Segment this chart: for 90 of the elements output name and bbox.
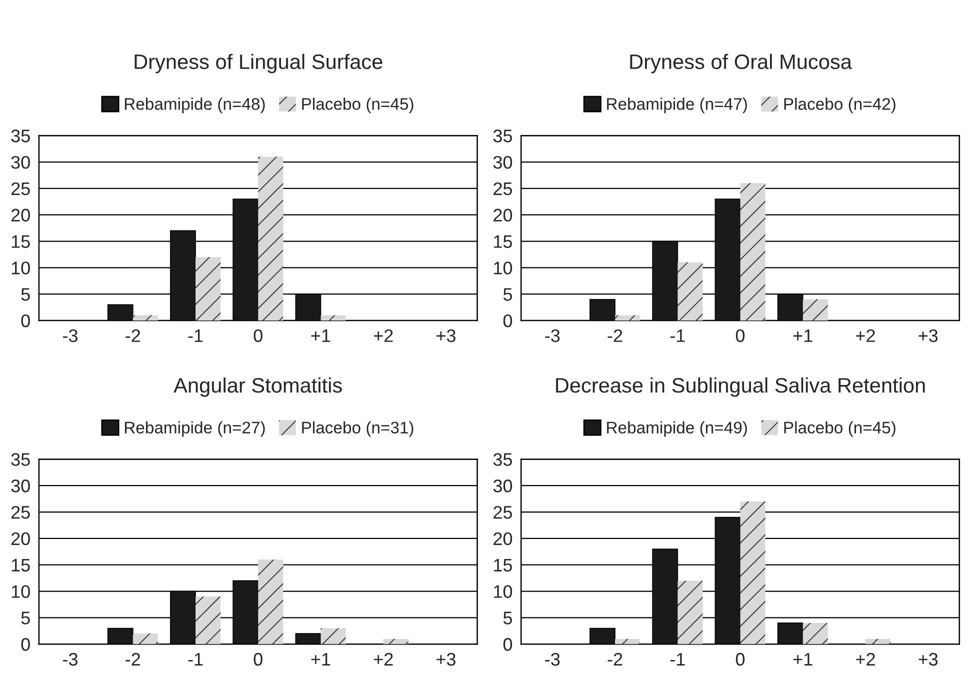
y-tick-label: 30	[11, 480, 30, 492]
x-tick-label: +3	[918, 329, 938, 342]
x-tick-label: -3	[63, 329, 78, 342]
x-tick-label: 0	[254, 652, 262, 666]
legend-label: Rebamipide (n=49)	[607, 421, 747, 437]
legend-label: Placebo (n=45)	[302, 98, 414, 114]
y-tick-label: 20	[11, 208, 30, 222]
bar	[865, 638, 891, 644]
bar	[615, 638, 640, 644]
x-tick-label: -1	[670, 330, 685, 342]
bar	[258, 560, 284, 644]
y-tick-label: 0	[21, 638, 30, 651]
x-tick-label: +3	[436, 652, 456, 666]
y-tick-label: 5	[21, 612, 30, 624]
y-tick-label: 20	[494, 208, 512, 222]
y-tick-label: 35	[493, 130, 512, 142]
x-tick-label: +1	[311, 653, 330, 666]
x-tick-label: -3	[545, 652, 560, 666]
y-tick-label: 35	[11, 453, 30, 466]
x-tick-label: -3	[63, 652, 78, 666]
y-tick-label: 25	[494, 182, 512, 196]
legend-label: Rebamipide (n=47)	[607, 98, 747, 114]
bar	[195, 257, 221, 321]
bar	[678, 262, 703, 321]
x-tick-label: +2	[856, 329, 875, 342]
bar	[195, 596, 221, 644]
y-tick-label: 15	[12, 558, 30, 572]
bar	[132, 634, 158, 644]
y-tick-label: 5	[503, 612, 512, 624]
bar	[320, 628, 346, 644]
y-tick-label: 15	[494, 558, 512, 572]
bar	[678, 580, 703, 644]
chart-title: Angular Stomatitis	[174, 377, 342, 397]
x-tick-label: -2	[608, 652, 622, 666]
y-tick-label: 0	[503, 314, 512, 328]
legend-label: Rebamipide (n=48)	[124, 98, 265, 114]
chart-title: Dryness of Oral Mucosa	[630, 54, 852, 74]
y-tick-label: 5	[503, 288, 512, 301]
x-tick-label: 0	[736, 652, 745, 666]
y-tick-label: 35	[493, 453, 512, 466]
y-tick-label: 25	[494, 506, 512, 519]
x-tick-label: -1	[670, 653, 685, 666]
y-tick-label: 15	[12, 235, 30, 248]
y-tick-label: 0	[21, 314, 30, 328]
x-tick-label: -2	[126, 329, 140, 342]
bar	[132, 315, 158, 321]
y-tick-label: 10	[494, 585, 512, 598]
y-tick-label: 15	[494, 235, 512, 248]
bar	[740, 501, 766, 644]
y-tick-label: 20	[11, 532, 30, 546]
bar	[740, 183, 766, 321]
bar	[258, 156, 284, 321]
y-tick-label: 10	[494, 262, 512, 274]
x-tick-label: -2	[126, 652, 140, 666]
bar	[802, 299, 828, 321]
y-tick-label: 30	[11, 156, 30, 169]
x-tick-label: +3	[918, 652, 938, 666]
legend-label: Placebo (n=42)	[784, 98, 896, 114]
legend-label: Rebamipide (n=27)	[124, 421, 265, 437]
bar	[383, 638, 408, 644]
y-tick-label: 10	[12, 262, 30, 274]
x-tick-label: +2	[856, 652, 875, 666]
bar	[615, 315, 640, 321]
y-tick-label: 10	[12, 585, 30, 598]
chart-title: Decrease in Sublingual Saliva Retention	[556, 377, 925, 397]
x-tick-label: -2	[608, 329, 622, 342]
x-tick-label: +1	[793, 330, 812, 342]
y-tick-label: 0	[503, 638, 512, 651]
bar	[320, 315, 346, 321]
x-tick-label: 0	[254, 329, 262, 342]
x-tick-label: +1	[793, 653, 812, 666]
x-tick-label: -1	[188, 330, 203, 342]
chart-title: Dryness of Lingual Surface	[134, 54, 382, 74]
x-tick-label: -1	[188, 653, 203, 666]
x-tick-label: +1	[311, 330, 330, 342]
x-tick-label: +3	[436, 329, 456, 342]
y-tick-label: 25	[11, 506, 30, 519]
legend-label: Placebo (n=45)	[784, 421, 896, 437]
bar	[802, 622, 828, 644]
y-tick-label: 30	[493, 156, 512, 169]
x-tick-label: +2	[374, 652, 393, 666]
x-tick-label: -3	[545, 329, 560, 342]
x-tick-label: +2	[374, 329, 393, 342]
y-tick-label: 20	[494, 532, 512, 546]
x-tick-label: 0	[736, 329, 745, 342]
y-tick-label: 25	[11, 182, 30, 196]
y-tick-label: 30	[493, 480, 512, 492]
y-tick-label: 35	[11, 130, 30, 142]
legend-label: Placebo (n=31)	[302, 421, 414, 437]
y-tick-label: 5	[21, 288, 30, 301]
